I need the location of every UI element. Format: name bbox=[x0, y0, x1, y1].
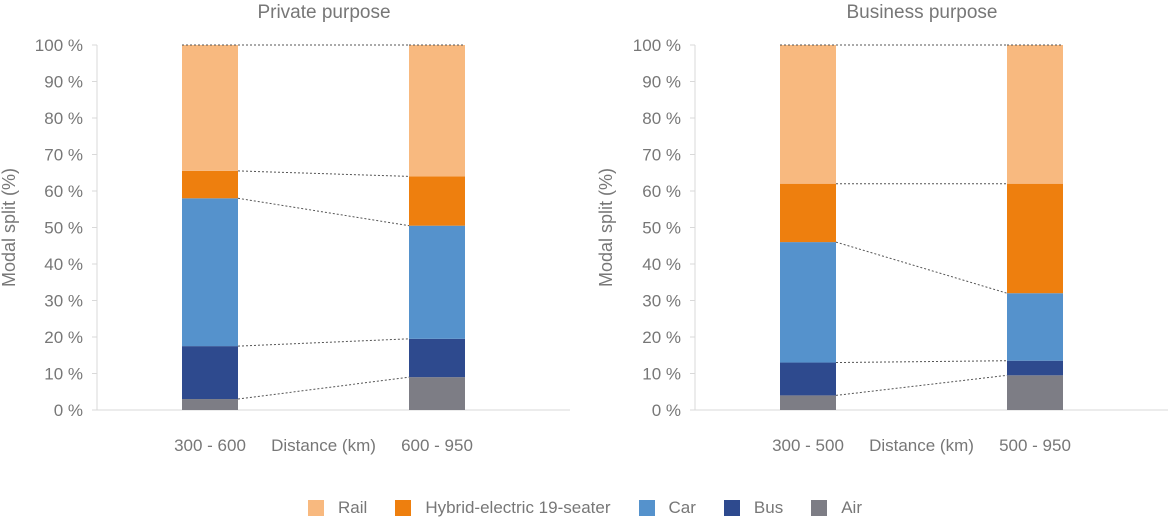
connector-line-car bbox=[835, 241, 1008, 294]
legend-item-bus: Bus bbox=[723, 498, 784, 518]
legend-label: Bus bbox=[753, 498, 784, 517]
bar-segment-rail-600-950 bbox=[409, 45, 465, 177]
bar-segment-bus-300-600 bbox=[182, 346, 238, 400]
connector-line-car bbox=[237, 197, 410, 227]
y-tick-label: 60 % bbox=[642, 182, 681, 201]
bar-segment-bus-300-500 bbox=[780, 362, 836, 396]
x-axis-label: Distance (km) bbox=[869, 436, 974, 455]
bar-segment-hybrid-electric-19-seater-300-500 bbox=[780, 183, 836, 243]
y-tick-label: 10 % bbox=[44, 365, 83, 384]
x-category-label: 300 - 500 bbox=[772, 436, 844, 455]
bar-segment-car-600-950 bbox=[409, 225, 465, 339]
chart-panel-private-purpose: Private purpose 0 % 10 % 20 % 30 % 40 % 50 % 60… bbox=[0, 2, 570, 455]
y-tick-label: 100 % bbox=[35, 36, 83, 55]
bar-segment-rail-500-950 bbox=[1007, 45, 1063, 184]
legend-item-car: Car bbox=[638, 498, 696, 518]
y-tick-label: 60 % bbox=[44, 182, 83, 201]
bar-segment-air-300-600 bbox=[182, 399, 238, 410]
y-tick-label: 30 % bbox=[642, 292, 681, 311]
y-tick-label: 20 % bbox=[642, 328, 681, 347]
legend-item-hybrid-electric-19-seater: Hybrid-electric 19-seater bbox=[395, 498, 611, 518]
y-tick-label: 70 % bbox=[44, 146, 83, 165]
connector-line-bus bbox=[835, 360, 1008, 364]
y-tick-label: 20 % bbox=[44, 328, 83, 347]
y-tick-label: 50 % bbox=[642, 219, 681, 238]
bar-segment-rail-300-500 bbox=[780, 45, 836, 184]
connector-line-air bbox=[835, 374, 1008, 396]
bar-segment-hybrid-electric-19-seater-500-950 bbox=[1007, 183, 1063, 294]
connector-line-bus bbox=[237, 338, 410, 347]
connector-line-air bbox=[237, 376, 410, 400]
y-tick-label: 100 % bbox=[633, 36, 681, 55]
legend-swatch bbox=[638, 500, 655, 516]
legend-swatch bbox=[395, 500, 412, 516]
y-axis-label: Modal split (%) bbox=[0, 168, 19, 287]
bar-segment-air-600-950 bbox=[409, 377, 465, 410]
y-tick-label: 30 % bbox=[44, 292, 83, 311]
y-tick-label: 0 % bbox=[652, 401, 681, 420]
legend-label: Rail bbox=[338, 498, 368, 517]
connector-line-hybrid-electric-19-seater bbox=[237, 170, 410, 177]
bar-segment-hybrid-electric-19-seater-300-600 bbox=[182, 170, 238, 199]
bar-segment-car-500-950 bbox=[1007, 293, 1063, 361]
y-axis-label: Modal split (%) bbox=[596, 168, 616, 287]
y-tick-label: 40 % bbox=[44, 255, 83, 274]
legend: Rail Hybrid-electric 19-seater Car Bus Air bbox=[0, 496, 1170, 520]
bar-segment-air-500-950 bbox=[1007, 375, 1063, 410]
y-tick-label: 90 % bbox=[642, 73, 681, 92]
legend-swatch bbox=[811, 500, 828, 516]
legend-label: Hybrid-electric 19-seater bbox=[425, 498, 611, 517]
x-category-label: 500 - 950 bbox=[999, 436, 1071, 455]
bar-segment-rail-300-600 bbox=[182, 45, 238, 171]
y-tick-label: 0 % bbox=[54, 401, 83, 420]
x-axis-label: Distance (km) bbox=[271, 436, 376, 455]
bar-segment-air-300-500 bbox=[780, 395, 836, 410]
bar-segment-car-300-500 bbox=[780, 242, 836, 363]
legend-swatch bbox=[308, 500, 325, 516]
legend-label: Air bbox=[841, 498, 862, 517]
y-tick-label: 70 % bbox=[642, 146, 681, 165]
y-tick-label: 10 % bbox=[642, 365, 681, 384]
chart-panel-business-purpose: Business purpose 0 % 10 % 20 % 30 % 40 % 50 % 6… bbox=[596, 2, 1168, 455]
x-category-label: 300 - 600 bbox=[174, 436, 246, 455]
bar-segment-car-300-600 bbox=[182, 198, 238, 347]
y-tick-label: 80 % bbox=[44, 109, 83, 128]
legend-label: Car bbox=[668, 498, 696, 517]
legend-item-rail: Rail bbox=[308, 498, 367, 518]
bar-segment-bus-600-950 bbox=[409, 338, 465, 378]
legend-swatch bbox=[723, 500, 740, 516]
y-tick-label: 90 % bbox=[44, 73, 83, 92]
y-tick-label: 40 % bbox=[642, 255, 681, 274]
x-category-label: 600 - 950 bbox=[401, 436, 473, 455]
y-tick-label: 80 % bbox=[642, 109, 681, 128]
bar-segment-bus-500-950 bbox=[1007, 360, 1063, 376]
chart-title: Private purpose bbox=[257, 2, 390, 23]
chart-title: Business purpose bbox=[846, 2, 997, 23]
legend-item-air: Air bbox=[811, 498, 862, 518]
y-tick-label: 50 % bbox=[44, 219, 83, 238]
bar-segment-hybrid-electric-19-seater-600-950 bbox=[409, 176, 465, 226]
